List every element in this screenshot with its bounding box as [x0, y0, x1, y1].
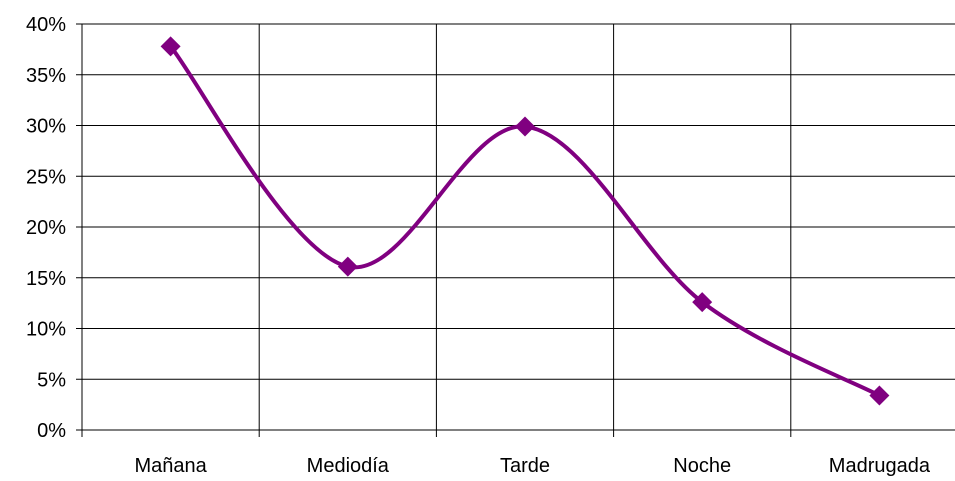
data-point-marker [515, 116, 535, 137]
data-point-marker [160, 36, 181, 57]
x-tick-label: Mediodía [307, 455, 390, 477]
axes [81, 24, 955, 437]
x-tick-label: Madrugada [829, 455, 931, 477]
y-tick-label: 5% [37, 369, 66, 391]
y-tick-labels: 0% 5% 10% 15% 20% 25% 30% 35% 40% [26, 14, 66, 442]
y-tick-label: 30% [26, 116, 66, 138]
x-tick-label: Noche [673, 455, 731, 477]
y-tick-label: 35% [26, 65, 66, 87]
grid [76, 23, 955, 437]
y-tick-label: 20% [26, 217, 66, 239]
data-point-marker [692, 292, 713, 313]
x-tick-labels: Mañana Mediodía Tarde Noche Madrugada [134, 455, 930, 477]
data-point-marker [869, 385, 890, 406]
y-tick-label: 0% [37, 420, 66, 442]
series [160, 36, 890, 406]
data-point-marker [337, 256, 358, 277]
y-tick-label: 40% [26, 14, 66, 36]
y-tick-label: 25% [26, 166, 66, 188]
x-tick-label: Tarde [500, 455, 550, 477]
y-tick-label: 10% [26, 319, 66, 341]
series-line [168, 44, 882, 398]
x-tick-label: Mañana [134, 455, 207, 477]
y-tick-label: 15% [26, 268, 66, 290]
